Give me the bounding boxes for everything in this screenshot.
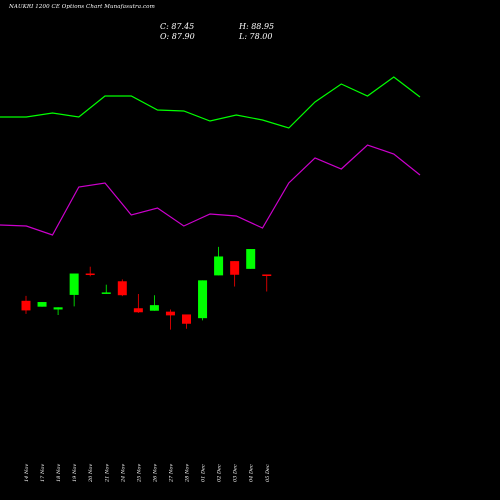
x-tick-label: 18 Nov xyxy=(56,464,62,482)
candle-body xyxy=(53,307,63,310)
candle-7 xyxy=(117,279,127,297)
candle-9 xyxy=(149,295,159,311)
x-tick-label: 21 Nov xyxy=(104,464,110,483)
candle-body xyxy=(21,300,31,311)
candle-body xyxy=(182,314,191,324)
low-value: L: 78.00 xyxy=(239,32,273,41)
close-value: C: 87.45 xyxy=(160,22,195,31)
x-tick-label: 19 Nov xyxy=(72,464,78,482)
x-tick-label: 04 Dec xyxy=(249,464,255,482)
candle-body xyxy=(133,308,143,313)
candle-body xyxy=(230,261,240,275)
x-tick-label: 01 Dec xyxy=(201,464,207,482)
x-tick-label: 20 Nov xyxy=(88,464,94,483)
x-tick-label: 24 Nov xyxy=(120,464,126,483)
candle-11 xyxy=(182,314,191,329)
x-tick-label: 27 Nov xyxy=(168,464,174,483)
candle-10 xyxy=(165,309,175,330)
candle-body xyxy=(69,273,79,295)
candle-body xyxy=(117,281,127,296)
candle-13 xyxy=(214,246,224,276)
candle-body xyxy=(214,256,224,276)
candle-16 xyxy=(262,274,272,292)
candle-body xyxy=(198,280,208,319)
high-value: H: 88.95 xyxy=(239,22,275,31)
overlay-line-2 xyxy=(0,144,421,236)
candle-6 xyxy=(101,284,111,294)
candle-3 xyxy=(53,307,63,316)
x-tick-label: 02 Dec xyxy=(217,464,223,482)
overlay-line-1 xyxy=(0,76,421,129)
x-tick-label: 05 Dec xyxy=(265,464,271,482)
candle-body xyxy=(262,274,272,276)
x-tick-label: 25 Nov xyxy=(136,464,142,483)
candle-12 xyxy=(198,280,208,321)
candle-body xyxy=(85,273,95,276)
open-value: O: 87.90 xyxy=(160,32,195,41)
x-tick-label: 03 Dec xyxy=(233,464,239,482)
candle-4 xyxy=(69,273,79,307)
candle-15 xyxy=(246,249,256,269)
x-tick-label: 26 Nov xyxy=(152,464,158,483)
x-tick-label: 28 Nov xyxy=(185,464,191,483)
candle-14 xyxy=(230,261,240,287)
x-tick-label: 14 Nov xyxy=(24,464,30,482)
candle-body xyxy=(246,249,256,269)
chart-title: NAUKRI 1200 CE Options Chart Munafasutra… xyxy=(9,4,155,10)
candle-5 xyxy=(85,266,95,277)
candle-body xyxy=(101,292,111,294)
candle-body xyxy=(165,311,175,316)
candle-body xyxy=(37,302,47,307)
candle-body xyxy=(149,305,159,311)
x-tick-label: 17 Nov xyxy=(40,464,46,482)
candle-1 xyxy=(21,295,31,314)
candle-8 xyxy=(133,293,143,313)
candle-2 xyxy=(37,302,47,307)
